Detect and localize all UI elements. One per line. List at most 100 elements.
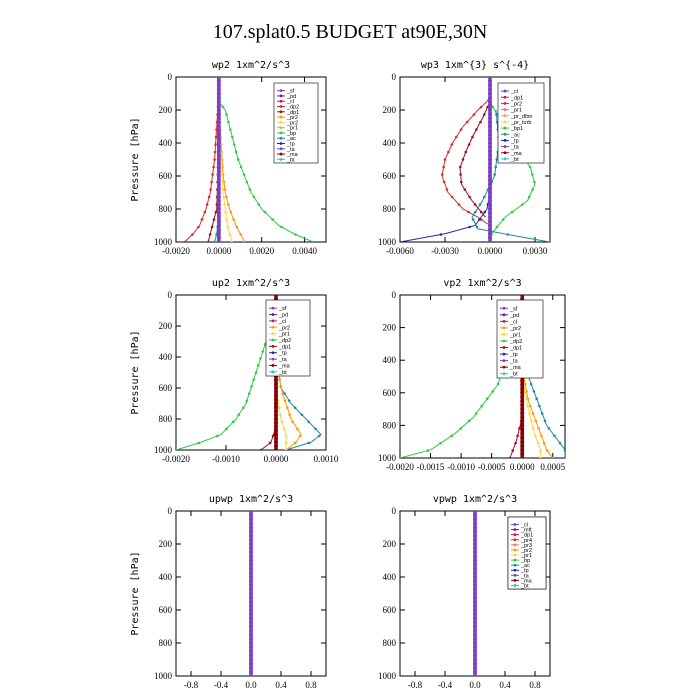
vpwp-series-point (473, 641, 477, 645)
upwp-series-point (249, 575, 253, 579)
upwp-y-tick-label: 200 (159, 539, 173, 549)
vp2-legend-marker (502, 359, 506, 363)
vpwp-series-point (473, 537, 477, 542)
vp2-series-point (540, 434, 543, 438)
up2-series-point (307, 420, 311, 424)
vp2-series-point (558, 441, 562, 445)
wp3-series-point (479, 120, 482, 124)
up2-legend-marker (271, 351, 275, 355)
vp2-y-tick-label: 600 (383, 388, 397, 398)
up2-series-point (279, 385, 283, 388)
wp2-series-point (216, 157, 221, 162)
up2-legend-marker (271, 332, 275, 336)
upwp-series-point (249, 550, 253, 555)
vp2-y-tick-label: 1000 (378, 453, 397, 463)
wp2-series-point (229, 210, 233, 214)
vpwp-legend-label: _pr3 (520, 543, 532, 549)
wp3-series-point (461, 158, 465, 161)
wp2-series-point (214, 135, 218, 139)
vp2-series-point (538, 404, 541, 408)
wp3-legend-marker (503, 139, 507, 142)
vpwp-series-point (473, 620, 477, 625)
wp2-series-point (208, 233, 212, 236)
up2-series-point (296, 427, 299, 431)
up2-series-point (216, 434, 219, 438)
upwp-series-point (249, 513, 253, 518)
vp2-legend-marker (502, 352, 506, 356)
up2-series-point (231, 420, 235, 424)
vp2-legend-label: _tp (509, 352, 518, 358)
wp3-series-point (457, 203, 461, 206)
vp2-series-point (520, 390, 525, 395)
wp2-series-point (221, 105, 225, 109)
wp3-series-point (488, 215, 492, 220)
up2-series-point (283, 399, 287, 402)
up2-series-point (298, 434, 302, 438)
wp3-legend-marker (503, 151, 507, 155)
vp2-legend-label: _ma (509, 365, 522, 371)
upwp-series-point (249, 517, 253, 522)
up2-series-point (176, 448, 178, 450)
up2-x-tick-label: 0.0000 (264, 454, 289, 464)
vp2-series-point (520, 295, 525, 297)
wp2-series-point (216, 207, 221, 211)
wp2-series-point (216, 153, 221, 158)
wp2-series-point (228, 233, 232, 236)
wp3-series-point (488, 227, 492, 232)
vp2-x-tick-label: 0.0000 (510, 462, 535, 472)
wp3-series-point (488, 108, 492, 112)
wp2-legend-marker (279, 115, 283, 119)
vp2-legend-label: _ta (509, 359, 519, 365)
vpwp-series-point (473, 649, 477, 654)
wp3-series-point (493, 173, 497, 176)
vpwp-series-point (473, 587, 477, 592)
vpwp-series-point (473, 570, 477, 575)
vpwp-series-point (473, 591, 477, 596)
up2-legend-marker (271, 338, 275, 342)
upwp-x-tick-label: 0.4 (275, 680, 287, 690)
vpwp-legend-marker (513, 528, 517, 532)
vp2-series-point (520, 443, 525, 448)
wp2-legend-marker (279, 147, 283, 151)
vp2-legend-box (496, 299, 544, 379)
vpwp-y-tick-label: 400 (383, 572, 397, 582)
wp2-series-point (216, 120, 221, 125)
wp2-legend-marker (279, 126, 283, 130)
wp3-legend-label: _bp1 (510, 126, 523, 132)
vp2-series-point (551, 456, 555, 458)
up2-series-point (274, 424, 278, 429)
wp2-series-point (216, 141, 221, 145)
wp2-legend-label: _bt (286, 157, 295, 163)
wp3-series-point (458, 165, 462, 169)
wp2-series-point (207, 195, 211, 199)
wp3-x-tick-label: -0.0060 (386, 246, 414, 256)
wp3-series-point (488, 231, 492, 236)
wp2-series-point (206, 240, 210, 242)
vpwp-series-point (473, 657, 477, 662)
wp3-series-point (467, 143, 471, 146)
vpwp-series-point (473, 624, 477, 629)
up2-series-point (274, 420, 278, 425)
wp2-series-point (216, 190, 221, 195)
vpwp-series-point (473, 595, 477, 600)
panels-group: wp2 1xm^2/s^3 Pressure [hPa] 0 200 400 600 800… (130, 60, 566, 690)
up2-series-point (250, 385, 253, 388)
vp2-series-point (520, 382, 525, 387)
wp2-series-point (216, 215, 221, 220)
wp2-series-point (216, 194, 221, 199)
vpwp-legend-marker (513, 553, 517, 557)
wp3-series-point (488, 182, 492, 187)
wp3-legend-marker (503, 120, 507, 124)
wp3-legend-label: _dp1 (510, 95, 523, 101)
wp2-series-point (216, 145, 221, 150)
wp2-series-point (216, 169, 221, 174)
up2-series-point (252, 378, 256, 381)
wp3-series-point (488, 235, 492, 240)
wp3-series-point (488, 207, 492, 211)
vpwp-series-group (473, 511, 477, 676)
wp2-series-point (224, 210, 227, 214)
wp3-series-point (488, 145, 492, 150)
up2-series-point (283, 392, 286, 395)
wp3-legend-label: _pr1 (510, 108, 522, 114)
